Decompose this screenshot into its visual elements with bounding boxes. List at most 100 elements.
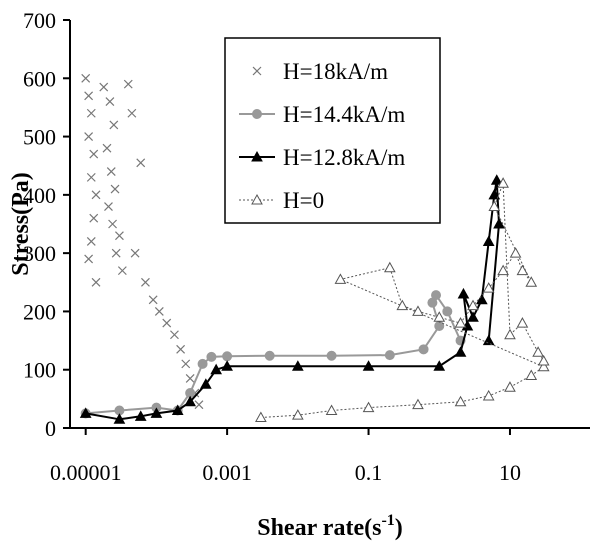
axes: 0 100 200 300 400 500 600 700 0.00001 0.001 0.1 10 [23, 8, 590, 485]
data-point [532, 346, 544, 357]
data-point [251, 150, 263, 162]
data-point [383, 261, 396, 273]
data-point [222, 351, 233, 362]
data-point [490, 174, 503, 185]
data-point [176, 344, 186, 354]
data-point [108, 219, 117, 229]
data-point [106, 167, 116, 176]
data-point [110, 184, 120, 194]
legend-label: H=18kA/m [283, 59, 388, 84]
data-point [84, 254, 94, 264]
data-point [181, 359, 191, 369]
data-point [482, 334, 495, 346]
data-point [86, 108, 96, 118]
data-point [81, 73, 91, 83]
data-point [454, 317, 467, 328]
data-point [454, 395, 467, 407]
data-point [482, 389, 495, 401]
data-point [412, 305, 424, 316]
data-point [111, 248, 121, 258]
data-point [148, 295, 158, 305]
data-point [488, 188, 501, 200]
data-point [89, 213, 99, 223]
data-point [454, 346, 467, 357]
data-point [457, 287, 470, 299]
data-point [102, 143, 112, 153]
legend-label: H=14.4kA/m [283, 102, 405, 127]
data-point [326, 350, 337, 361]
data-point [136, 158, 146, 168]
data-point [467, 299, 479, 311]
data-point [197, 358, 208, 369]
data-point [509, 247, 522, 258]
data-point [504, 381, 516, 392]
series-h-18ka-m [81, 73, 204, 410]
data-point [362, 360, 375, 371]
legend-label: H=0 [283, 188, 324, 213]
data-point [384, 350, 395, 361]
data-point [105, 97, 115, 107]
legend-item: H=14.4kA/m [239, 102, 405, 127]
x-tick-label: 0.001 [202, 460, 252, 485]
y-tick-label: 400 [23, 183, 56, 208]
data-point [291, 409, 304, 420]
y-tick-label: 100 [23, 358, 56, 383]
data-point [206, 351, 217, 362]
data-point [154, 307, 164, 316]
data-point [170, 330, 179, 340]
y-tick-label: 700 [23, 8, 56, 33]
data-point [91, 277, 101, 287]
data-point [252, 109, 262, 119]
data-point [127, 108, 137, 118]
data-point [194, 400, 204, 410]
y-tick-label: 200 [23, 299, 56, 324]
x-tick-label: 0.00001 [50, 460, 122, 485]
data-point [433, 311, 446, 322]
data-point [117, 266, 127, 276]
series-h-0 [255, 177, 550, 423]
data-point [516, 317, 529, 328]
data-point [418, 344, 429, 355]
data-point [184, 395, 196, 407]
data-point [334, 273, 347, 284]
data-point [141, 277, 150, 287]
data-point [150, 407, 163, 418]
series-h-12-8ka-m [79, 174, 505, 424]
data-point [171, 404, 184, 416]
legend-item: H=12.8kA/m [239, 145, 405, 170]
series-line [85, 180, 501, 421]
x-axis-title: Shear rate(s-1) [257, 512, 403, 541]
data-point [482, 282, 495, 293]
data-point [79, 407, 92, 418]
data-point [86, 237, 96, 246]
legend: H=18kA/m H=14.4kA/m H=12.8kA/m H=0 [224, 37, 441, 224]
plot-area [79, 73, 550, 424]
data-point [255, 411, 267, 423]
data-point [99, 82, 109, 92]
data-point [86, 172, 96, 182]
y-tick-label: 600 [23, 66, 56, 91]
x-tick-label: 10 [499, 460, 521, 485]
data-point [497, 264, 509, 276]
data-point [362, 401, 375, 413]
x-tick-label: 0.1 [355, 460, 383, 485]
data-point [516, 264, 529, 276]
data-point [431, 290, 442, 301]
data-point [291, 360, 304, 371]
data-point [525, 369, 538, 381]
data-point [467, 311, 479, 322]
data-point [162, 318, 172, 328]
y-axis-title: Stress(Pa) [8, 172, 34, 276]
y-tick-label: 0 [45, 416, 56, 441]
data-point [493, 217, 505, 229]
legend-item: H=0 [239, 188, 324, 213]
data-point [91, 190, 101, 200]
data-point [442, 306, 453, 317]
data-point [497, 177, 509, 188]
data-point [109, 120, 119, 130]
data-point [433, 360, 446, 371]
data-point [210, 363, 223, 375]
data-point [84, 132, 94, 141]
data-point [134, 410, 147, 421]
data-point [84, 91, 94, 101]
